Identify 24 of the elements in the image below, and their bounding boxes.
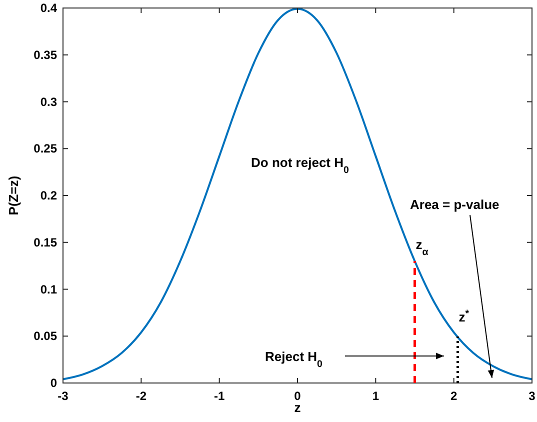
ref-line-label: z$_{α}$	[416, 237, 428, 258]
y-tick-label: 0.35	[34, 48, 58, 62]
y-axis-title: P(Z=z)	[6, 176, 21, 216]
y-tick-label: 0.1	[40, 282, 58, 296]
annotation: Area = p-value	[410, 197, 500, 212]
y-tick-label: 0.3	[40, 94, 58, 109]
x-tick-label: -3	[58, 389, 69, 403]
line-series	[62, 8, 533, 380]
x-tick-label: 2	[450, 389, 458, 403]
x-tick-label: 0	[294, 389, 302, 403]
y-tick-label: 0.25	[34, 142, 58, 156]
x-tick-label: 3	[528, 389, 536, 403]
y-tick-label: 0.05	[34, 329, 58, 344]
y-tick-label: 0.2	[40, 188, 58, 202]
x-tick-label: 1	[372, 389, 380, 403]
x-tick-label: -2	[136, 389, 147, 403]
y-tick-label: 0.4	[40, 1, 58, 15]
x-tick-label: -1	[214, 389, 225, 403]
annotation: Do not reject H$_{0}$	[251, 155, 350, 176]
ref-line-label: z$^{*}$	[458, 308, 470, 324]
x-axis-title: z	[294, 400, 302, 415]
y-tick-label: 0	[50, 376, 58, 390]
y-tick-label: 0.15	[34, 235, 58, 250]
annotation: Reject H$_{0}$	[265, 349, 324, 370]
